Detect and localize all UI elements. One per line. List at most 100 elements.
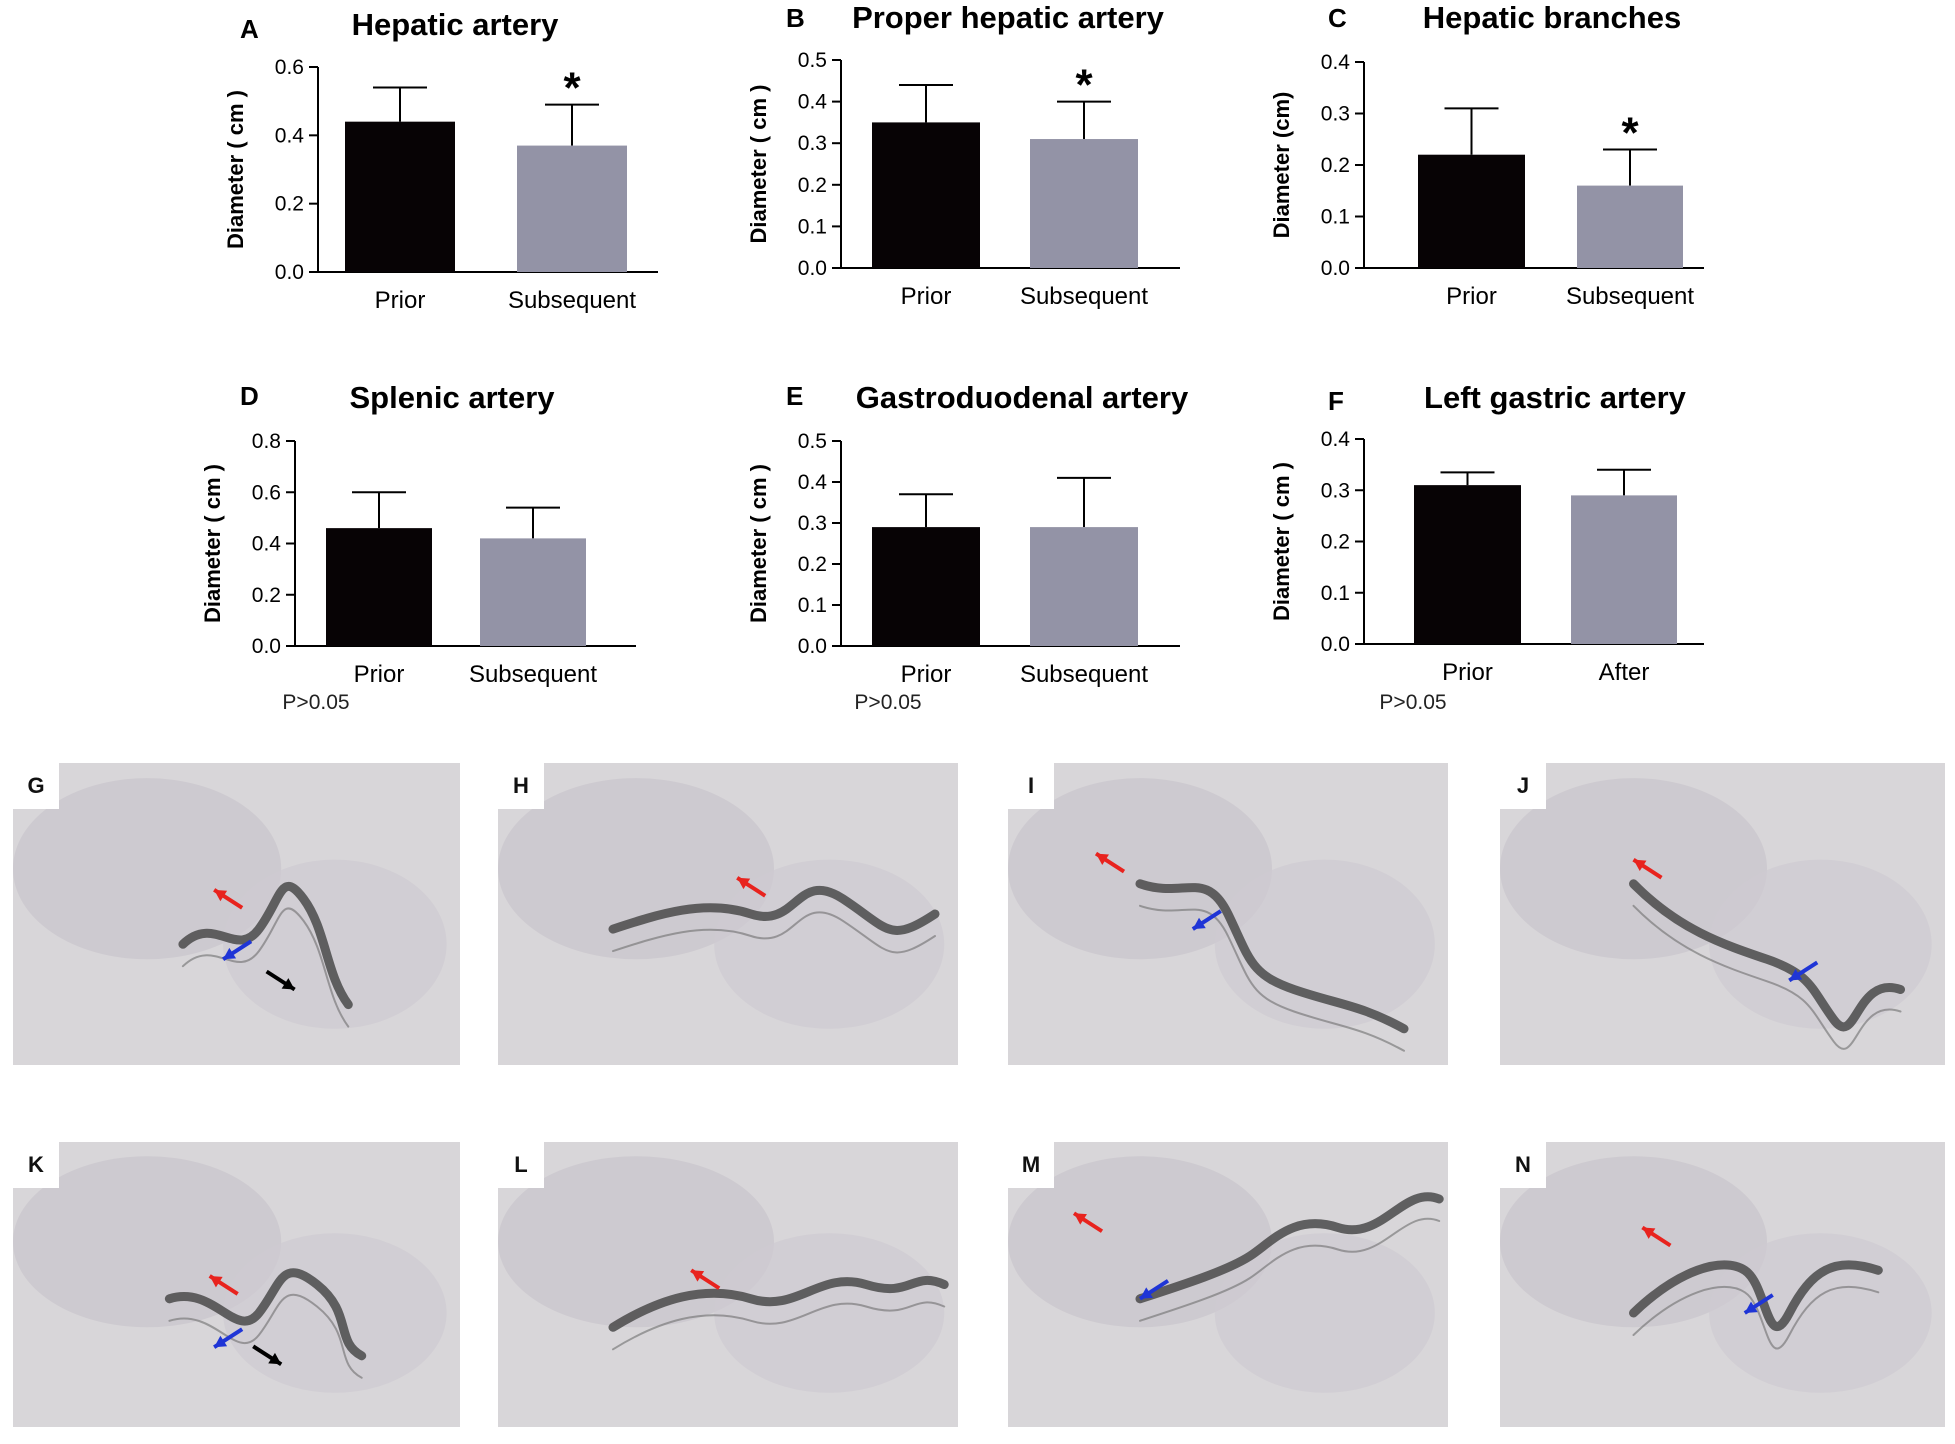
panel-label: L	[498, 1142, 544, 1188]
y-tick-label: 0.5	[798, 49, 827, 72]
organ-shadow	[714, 859, 945, 1029]
p-value-note: P>0.05	[854, 691, 921, 714]
red-arrow	[208, 1274, 239, 1296]
panel-label: J	[1500, 763, 1546, 809]
arrow-head	[209, 1275, 223, 1288]
organ-shadow	[1008, 1156, 1272, 1328]
organ-shadow	[13, 778, 282, 960]
angiogram-image	[498, 1156, 949, 1393]
organ-shadow	[1500, 1156, 1767, 1328]
bar-subsequent	[517, 145, 627, 272]
bar-subsequent	[1030, 139, 1138, 268]
panel-label: K	[13, 1142, 59, 1188]
red-arrow	[1641, 1225, 1672, 1248]
artery-vessel	[608, 1275, 949, 1332]
y-tick-label: 0.4	[275, 124, 305, 147]
angiogram-panel-m: M	[1008, 1142, 1448, 1427]
y-tick-label: 0.3	[1321, 103, 1350, 126]
chart-panel-c: C Hepatic branches 0.0 0.1 0.2 0.3 0.4 Diameter…	[1269, 0, 1704, 310]
artery-vessel	[164, 1268, 367, 1361]
organ-shadow	[714, 1233, 945, 1393]
artery-vessel	[1135, 1192, 1444, 1304]
panel-label: M	[1008, 1142, 1054, 1188]
blue-arrow	[1138, 1279, 1170, 1301]
arrow-head	[223, 947, 237, 960]
organ-shadow	[498, 1156, 774, 1328]
y-tick-label: 0.2	[1321, 154, 1350, 177]
angiogram-panel-k: K	[13, 1142, 460, 1427]
chart-title: Left gastric artery	[1424, 380, 1687, 415]
blue-arrow	[213, 1327, 244, 1349]
p-value-note: P>0.05	[1379, 691, 1446, 714]
angiogram-panel-j: J	[1500, 763, 1945, 1065]
angiogram-image	[13, 778, 447, 1029]
bar-prior	[345, 121, 455, 273]
angiogram-panel-n: N	[1500, 1142, 1945, 1427]
angiogram-image	[1008, 1156, 1444, 1393]
organ-shadow	[1214, 859, 1435, 1029]
red-arrow	[1072, 1211, 1104, 1233]
chart-title: Splenic artery	[349, 380, 555, 415]
arrow-head	[281, 978, 295, 990]
y-tick-label: 0.2	[798, 553, 827, 576]
panel-label: C	[1328, 3, 1347, 33]
angiogram-image	[1500, 1156, 1932, 1393]
branch-vessel	[612, 1301, 946, 1351]
panel-label: E	[786, 381, 803, 411]
arrow-head	[268, 1352, 282, 1365]
branch-vessel	[1139, 904, 1405, 1052]
black-arrow	[252, 1344, 283, 1366]
y-tick-label: 0.6	[275, 56, 304, 79]
angiogram-panel-l: L	[498, 1142, 958, 1427]
panel-label: B	[786, 3, 805, 33]
y-tick-label: 0.3	[1321, 479, 1350, 502]
y-axis-label: Diameter ( cm )	[746, 464, 771, 623]
y-axis-label: Diameter (cm)	[1269, 92, 1294, 239]
y-tick-label: 0.1	[798, 594, 827, 617]
arrow-head	[214, 1335, 228, 1348]
chart-panel-d: D Splenic artery 0.0 0.2 0.4 0.6 0.8 Diameter (…	[200, 380, 636, 714]
y-tick-label: 0.2	[798, 174, 827, 197]
branch-vessel	[181, 907, 350, 1028]
y-tick-label: 0.3	[798, 512, 827, 535]
y-axis-label: Diameter ( cm )	[223, 90, 248, 249]
x-tick-label: Subsequent	[1566, 283, 1694, 310]
x-tick-label: Subsequent	[1020, 283, 1148, 310]
y-tick-label: 0.0	[798, 635, 827, 658]
panel-label: I	[1008, 763, 1054, 809]
red-arrow	[690, 1268, 721, 1290]
angiogram-panel-g: G	[13, 763, 460, 1065]
x-tick-label: Prior	[1442, 659, 1493, 686]
arrow-head	[1789, 969, 1803, 981]
y-tick-label: 0.0	[252, 635, 281, 658]
y-tick-label: 0.4	[1321, 51, 1351, 74]
x-tick-label: Prior	[901, 283, 952, 310]
y-tick-label: 0.4	[1321, 428, 1351, 451]
y-axis-label: Diameter ( cm )	[1269, 462, 1294, 621]
red-arrow	[736, 876, 767, 898]
chart-title: Hepatic branches	[1423, 0, 1681, 35]
y-tick-label: 0.1	[798, 215, 827, 238]
organ-shadow	[1214, 1233, 1435, 1393]
x-tick-label: Prior	[1446, 283, 1497, 310]
artery-vessel	[178, 882, 353, 1010]
y-tick-label: 0.0	[1321, 257, 1350, 280]
bar-prior	[326, 528, 432, 646]
branch-vessel	[168, 1293, 363, 1379]
x-tick-label: After	[1599, 659, 1650, 686]
bar-after	[1571, 495, 1677, 644]
x-tick-label: Prior	[901, 661, 952, 688]
bar-prior	[1414, 485, 1521, 644]
y-tick-label: 0.8	[252, 430, 281, 453]
y-tick-label: 0.2	[252, 584, 281, 607]
angiogram-panel-i: I	[1008, 763, 1448, 1065]
branch-vessel	[612, 911, 936, 954]
arrow-head	[214, 889, 228, 902]
y-tick-label: 0.5	[798, 430, 827, 453]
x-tick-label: Prior	[375, 287, 426, 314]
angiogram-image	[1008, 778, 1435, 1052]
x-tick-label: Prior	[354, 661, 405, 688]
black-arrow	[265, 969, 296, 992]
y-tick-label: 0.1	[1321, 582, 1350, 605]
chart-title: Proper hepatic artery	[852, 0, 1165, 35]
